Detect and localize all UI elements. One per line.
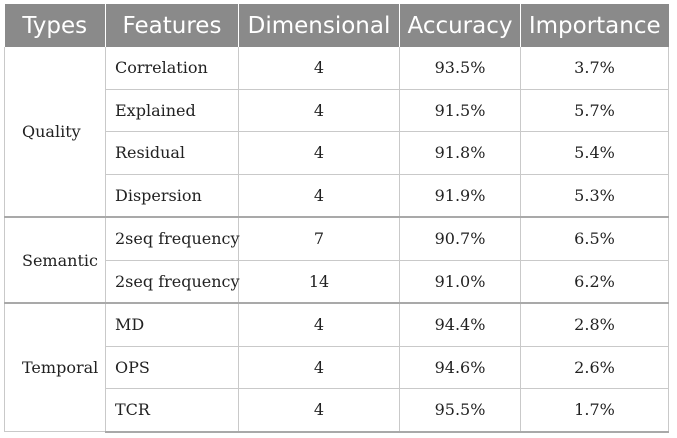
- dimensional-cell: 4: [238, 388, 400, 433]
- feature-cell: MD: [105, 302, 239, 347]
- accuracy-cell: 95.5%: [399, 388, 521, 433]
- table-row: Semantic 2seq frequency 7 90.7% 6.5%: [4, 216, 669, 304]
- dimensional-cell: 4: [238, 131, 400, 175]
- header-accuracy: Accuracy: [399, 4, 521, 47]
- dimensional-cell: 4: [238, 47, 400, 90]
- header-row: Types Features Dimensional Accuracy Impo…: [4, 4, 669, 47]
- dimensional-cell: 4: [238, 88, 400, 132]
- importance-cell: 3.7%: [520, 47, 669, 90]
- feature-cell: Residual: [105, 131, 239, 175]
- header-importance: Importance: [520, 4, 669, 47]
- header-dimensional: Dimensional: [238, 4, 400, 47]
- accuracy-cell: 93.5%: [399, 47, 521, 90]
- feature-cell: Dispersion: [105, 173, 239, 218]
- accuracy-cell: 94.6%: [399, 345, 521, 389]
- type-cell-semantic: Semantic: [4, 216, 106, 304]
- table-row: TCR 4 95.5% 1.7%: [5, 388, 669, 433]
- accuracy-cell: 91.9%: [399, 173, 521, 218]
- header-features: Features: [105, 4, 239, 47]
- table-row: Temporal MD 4 94.4% 2.8%: [4, 302, 669, 432]
- feature-cell: 2seq frequency: [105, 216, 240, 261]
- dimensional-cell: 14: [238, 259, 400, 304]
- dimensional-cell: 7: [238, 216, 400, 261]
- feature-cell: OPS: [105, 345, 239, 389]
- feature-cell: TCR: [105, 388, 239, 433]
- dimensional-cell: 4: [238, 173, 400, 218]
- dimensional-cell: 4: [238, 345, 400, 389]
- header-types: Types: [4, 4, 106, 47]
- type-cell-temporal: Temporal: [4, 302, 106, 432]
- accuracy-cell: 90.7%: [399, 216, 521, 261]
- table-row: Dispersion 4 91.9% 5.3%: [5, 173, 669, 218]
- accuracy-cell: 91.0%: [399, 259, 521, 304]
- type-cell-quality: Quality: [4, 47, 106, 218]
- accuracy-cell: 91.5%: [399, 88, 521, 132]
- importance-cell: 6.5%: [520, 216, 669, 261]
- table-row: Residual 4 91.8% 5.4%: [5, 131, 669, 175]
- feature-cell: 2seq frequency: [105, 259, 240, 304]
- accuracy-cell: 94.4%: [399, 302, 521, 347]
- dimensional-cell: 4: [238, 302, 400, 347]
- importance-cell: 5.7%: [520, 88, 669, 132]
- importance-cell: 2.8%: [520, 302, 669, 347]
- accuracy-cell: 91.8%: [399, 131, 521, 175]
- feature-cell: Correlation: [105, 47, 239, 90]
- feature-cell: Explained: [105, 88, 239, 132]
- feature-table: Types Features Dimensional Accuracy Impo…: [4, 4, 669, 433]
- table-row: 2seq frequency 14 91.0% 6.2%: [5, 259, 669, 304]
- table-row: Quality Correlation 4 93.5% 3.7%: [4, 47, 669, 218]
- importance-cell: 5.4%: [520, 131, 669, 175]
- importance-cell: 6.2%: [520, 259, 669, 304]
- importance-cell: 5.3%: [520, 173, 669, 218]
- table-row: OPS 4 94.6% 2.6%: [5, 345, 669, 389]
- importance-cell: 2.6%: [520, 345, 669, 389]
- importance-cell: 1.7%: [520, 388, 669, 433]
